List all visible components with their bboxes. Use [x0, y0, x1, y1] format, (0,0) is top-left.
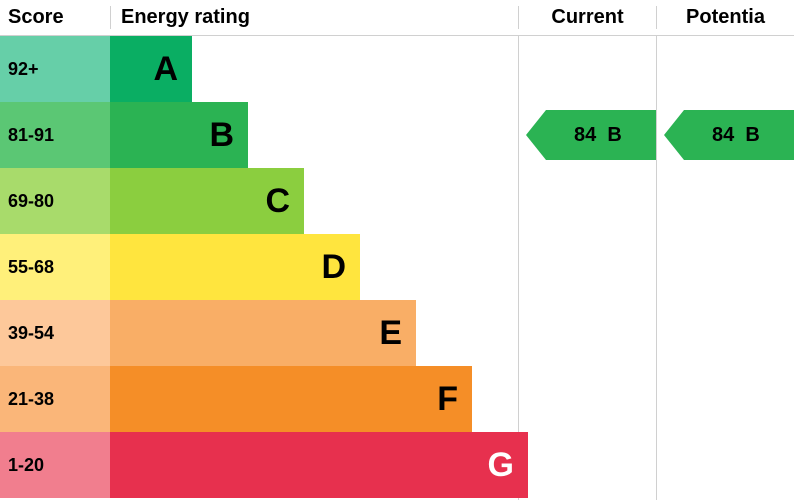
rating-bar: D [110, 234, 360, 300]
rating-rows: 92+A81-91B69-80C55-68D39-54E21-38F1-20G [0, 36, 794, 498]
bar-cell: F [110, 366, 794, 432]
header-row: Score Energy rating Current Potentia [0, 0, 794, 36]
rating-row: 21-38F [0, 366, 794, 432]
potential-rating-value: 84 B [712, 124, 760, 147]
score-range: 55-68 [0, 234, 110, 300]
rating-bar: B [110, 102, 248, 168]
header-rating: Energy rating [110, 6, 518, 29]
score-range: 39-54 [0, 300, 110, 366]
rating-bar: F [110, 366, 472, 432]
bar-cell: A [110, 36, 794, 102]
rating-bar: C [110, 168, 304, 234]
rating-row: 92+A [0, 36, 794, 102]
score-range: 92+ [0, 36, 110, 102]
bar-cell: C [110, 168, 794, 234]
header-current: Current [518, 6, 656, 29]
potential-rating-arrow: 84 B [684, 110, 794, 160]
current-rating-arrow: 84 B [546, 110, 656, 160]
header-potential: Potentia [656, 6, 794, 29]
rating-row: 55-68D [0, 234, 794, 300]
rating-bar: G [110, 432, 528, 498]
bar-cell: G [110, 432, 794, 498]
energy-rating-chart: Score Energy rating Current Potentia 92+… [0, 0, 794, 500]
rating-bar: A [110, 36, 192, 102]
current-rating-value: 84 B [574, 124, 622, 147]
bar-cell: E [110, 300, 794, 366]
rating-row: 1-20G [0, 432, 794, 498]
score-range: 1-20 [0, 432, 110, 498]
score-range: 81-91 [0, 102, 110, 168]
rating-bar: E [110, 300, 416, 366]
score-range: 69-80 [0, 168, 110, 234]
header-score: Score [0, 6, 110, 29]
rating-row: 69-80C [0, 168, 794, 234]
score-range: 21-38 [0, 366, 110, 432]
rating-row: 39-54E [0, 300, 794, 366]
bar-cell: D [110, 234, 794, 300]
